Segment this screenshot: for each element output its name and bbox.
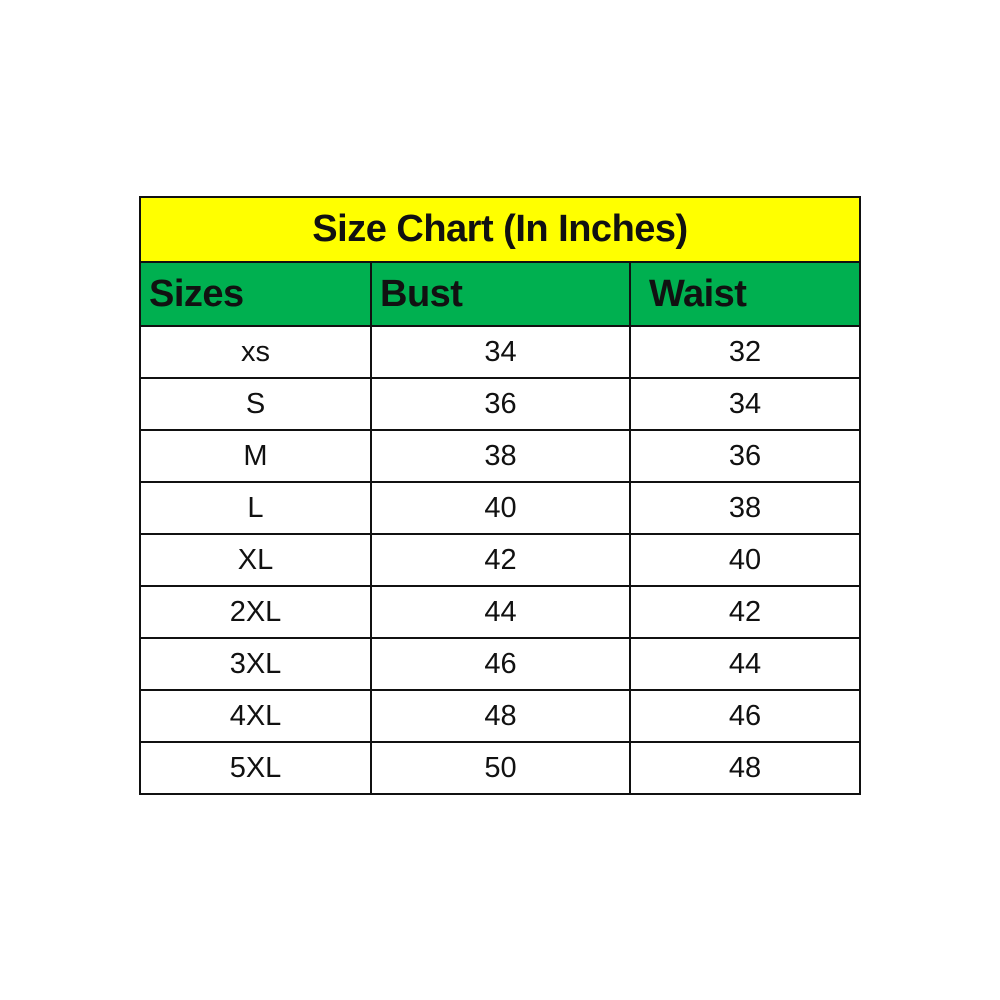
header-waist: Waist bbox=[628, 261, 862, 327]
bust-cell: 44 bbox=[370, 585, 631, 639]
size-chart-table: Size Chart (In Inches) Sizes Bust Waist … bbox=[138, 196, 862, 795]
header-row: Sizes Bust Waist bbox=[139, 261, 862, 327]
table-row: 5XL 50 48 bbox=[139, 741, 862, 795]
bust-cell: 36 bbox=[370, 377, 631, 431]
size-cell: 5XL bbox=[139, 741, 372, 795]
bust-cell: 42 bbox=[370, 533, 631, 587]
waist-cell: 42 bbox=[628, 585, 862, 639]
table-row: 2XL 44 42 bbox=[139, 585, 862, 639]
size-cell: S bbox=[139, 377, 372, 431]
table-row: XL 42 40 bbox=[139, 533, 862, 587]
waist-cell: 46 bbox=[628, 689, 862, 743]
waist-cell: 38 bbox=[628, 481, 862, 535]
table-row: xs 34 32 bbox=[139, 325, 862, 379]
size-cell: L bbox=[139, 481, 372, 535]
bust-cell: 48 bbox=[370, 689, 631, 743]
waist-cell: 44 bbox=[628, 637, 862, 691]
table-row: M 38 36 bbox=[139, 429, 862, 483]
table-row: L 40 38 bbox=[139, 481, 862, 535]
size-cell: xs bbox=[139, 325, 372, 379]
bust-cell: 50 bbox=[370, 741, 631, 795]
table-title: Size Chart (In Inches) bbox=[138, 196, 862, 263]
waist-cell: 36 bbox=[628, 429, 862, 483]
title-row: Size Chart (In Inches) bbox=[138, 196, 862, 263]
waist-cell: 48 bbox=[628, 741, 862, 795]
size-cell: XL bbox=[139, 533, 372, 587]
bust-cell: 46 bbox=[370, 637, 631, 691]
table-row: 4XL 48 46 bbox=[139, 689, 862, 743]
bust-cell: 38 bbox=[370, 429, 631, 483]
header-bust: Bust bbox=[370, 261, 631, 327]
table-row: S 36 34 bbox=[139, 377, 862, 431]
table-row: 3XL 46 44 bbox=[139, 637, 862, 691]
size-cell: M bbox=[139, 429, 372, 483]
header-sizes: Sizes bbox=[139, 261, 372, 327]
bust-cell: 34 bbox=[370, 325, 631, 379]
bust-cell: 40 bbox=[370, 481, 631, 535]
waist-cell: 40 bbox=[628, 533, 862, 587]
size-cell: 2XL bbox=[139, 585, 372, 639]
size-cell: 3XL bbox=[139, 637, 372, 691]
waist-cell: 34 bbox=[628, 377, 862, 431]
waist-cell: 32 bbox=[628, 325, 862, 379]
size-cell: 4XL bbox=[139, 689, 372, 743]
